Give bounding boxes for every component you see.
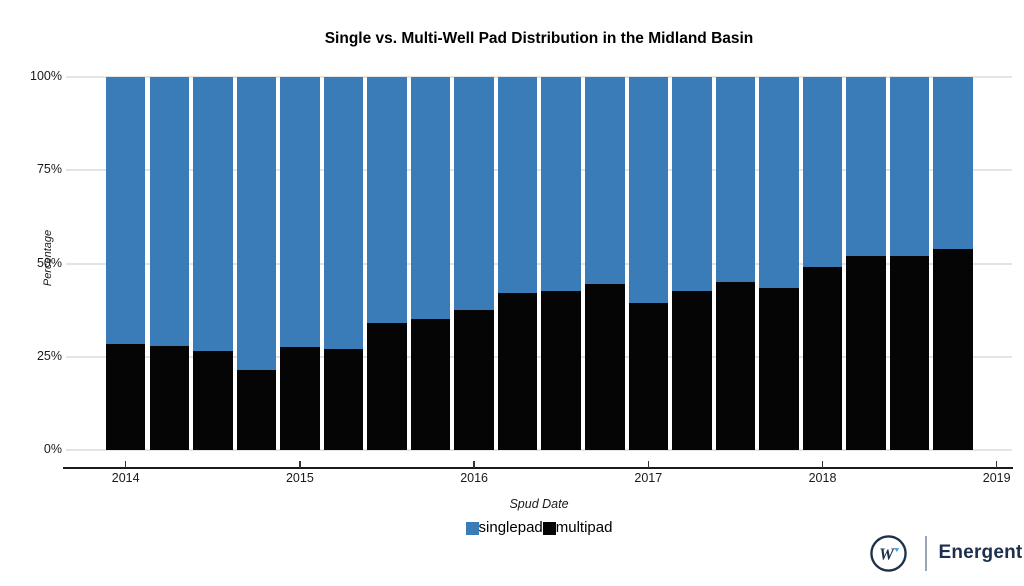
bar-2014-q3 — [193, 77, 233, 450]
multipad-segment — [585, 284, 625, 450]
x-tick — [124, 461, 127, 468]
multipad-segment — [802, 267, 843, 450]
gridline-25% — [66, 355, 1012, 358]
multipad-segment — [846, 256, 886, 450]
bar-2017-q4 — [759, 77, 799, 450]
x-tick-label: 2015 — [285, 471, 314, 485]
gridline-50% — [66, 262, 1012, 265]
legend-label: multipad — [555, 519, 613, 536]
singlepad-segment — [149, 77, 189, 346]
bar-2017-q2 — [672, 77, 712, 450]
bar-2016-q3 — [541, 77, 581, 450]
x-tick-label: 2016 — [460, 471, 488, 485]
singlepad-segment — [759, 77, 799, 288]
bar-2018-q4 — [933, 77, 973, 450]
y-tick-label: 50% — [36, 255, 62, 270]
multipad-segment — [105, 343, 146, 450]
gridline-75% — [66, 169, 1012, 172]
brand-lockup: W Energent — [869, 532, 1022, 574]
multipad-segment — [193, 351, 233, 450]
x-tick-label: 2017 — [634, 471, 663, 485]
bar-2014-q2 — [149, 77, 189, 450]
singlepad-segment — [236, 77, 277, 370]
y-tick-label: 75% — [36, 162, 62, 177]
bar-2015-q1 — [280, 77, 320, 450]
bar-2017-q1 — [628, 77, 669, 450]
singlepad-segment — [715, 77, 756, 283]
x-tick-label: 2018 — [808, 471, 837, 485]
singlepad-segment — [454, 77, 494, 311]
multipad-segment — [410, 319, 451, 450]
bar-2014-q4 — [236, 77, 277, 450]
multipad-segment — [323, 349, 364, 450]
multipad-segment — [236, 369, 277, 450]
plot-area — [66, 76, 1012, 451]
legend-item-singlepad: singlepad — [465, 519, 543, 536]
bar-2018-q2 — [846, 77, 886, 450]
multipad-segment — [715, 282, 756, 450]
singlepad-segment — [889, 77, 930, 257]
multipad-segment — [933, 248, 973, 450]
singlepad-segment — [846, 77, 886, 257]
x-tick — [473, 461, 475, 468]
gridline-100% — [66, 76, 1012, 78]
singlepad-legend-swatch — [465, 521, 479, 535]
bar-2014-q1 — [105, 77, 146, 450]
bar-2016-q4 — [585, 77, 625, 450]
multipad-segment — [889, 256, 930, 450]
multipad-segment — [367, 323, 407, 450]
multipad-segment — [280, 347, 320, 450]
singlepad-segment — [323, 77, 364, 350]
singlepad-segment — [105, 77, 146, 344]
multipad-segment — [541, 291, 581, 450]
x-tick-label: 2019 — [982, 471, 1011, 485]
y-tick-label: 0% — [43, 442, 62, 456]
multipad-segment — [672, 291, 712, 450]
legend: singlepad multipad — [66, 519, 1012, 537]
multipad-legend-swatch — [542, 521, 556, 535]
multipad-segment — [454, 310, 494, 450]
multipad-segment — [149, 345, 189, 450]
multipad-segment — [497, 293, 538, 450]
x-tick — [995, 461, 998, 468]
singlepad-segment — [193, 77, 233, 352]
singlepad-segment — [628, 77, 669, 303]
legend-label: singlepad — [478, 519, 543, 536]
x-axis-line — [63, 467, 1013, 469]
singlepad-segment — [280, 77, 320, 348]
y-tick-label: 100% — [30, 69, 62, 83]
x-axis-title: Spud Date — [509, 497, 569, 511]
singlepad-segment — [933, 77, 973, 249]
bar-2015-q4 — [410, 77, 451, 450]
singlepad-segment — [367, 77, 407, 324]
svg-text:W: W — [879, 544, 895, 563]
x-tick — [299, 461, 301, 468]
bar-2017-q3 — [715, 77, 756, 450]
y-tick-label: 25% — [36, 348, 62, 363]
energent-logo-icon: W — [870, 534, 907, 572]
singlepad-segment — [585, 77, 625, 284]
bar-2015-q3 — [367, 77, 407, 450]
brand-name: Energent — [938, 542, 1023, 563]
x-tick — [821, 461, 824, 468]
bar-2015-q2 — [323, 77, 364, 450]
bar-2016-q2 — [497, 77, 538, 450]
multipad-segment — [628, 302, 669, 450]
bar-2016-q1 — [454, 77, 494, 450]
x-tick — [647, 461, 650, 468]
chart-title: Single vs. Multi-Well Pad Distribution i… — [324, 30, 754, 47]
singlepad-segment — [410, 77, 451, 320]
singlepad-segment — [802, 77, 843, 268]
bar-2018-q3 — [889, 77, 930, 450]
singlepad-segment — [541, 77, 581, 292]
x-tick-label: 2014 — [111, 471, 140, 485]
brand-divider — [925, 535, 927, 571]
bar-2018-q1 — [802, 77, 843, 450]
singlepad-segment — [672, 77, 712, 292]
legend-item-multipad: multipad — [542, 519, 613, 536]
singlepad-segment — [497, 77, 538, 294]
multipad-segment — [759, 287, 799, 450]
gridline-0% — [66, 449, 1012, 451]
